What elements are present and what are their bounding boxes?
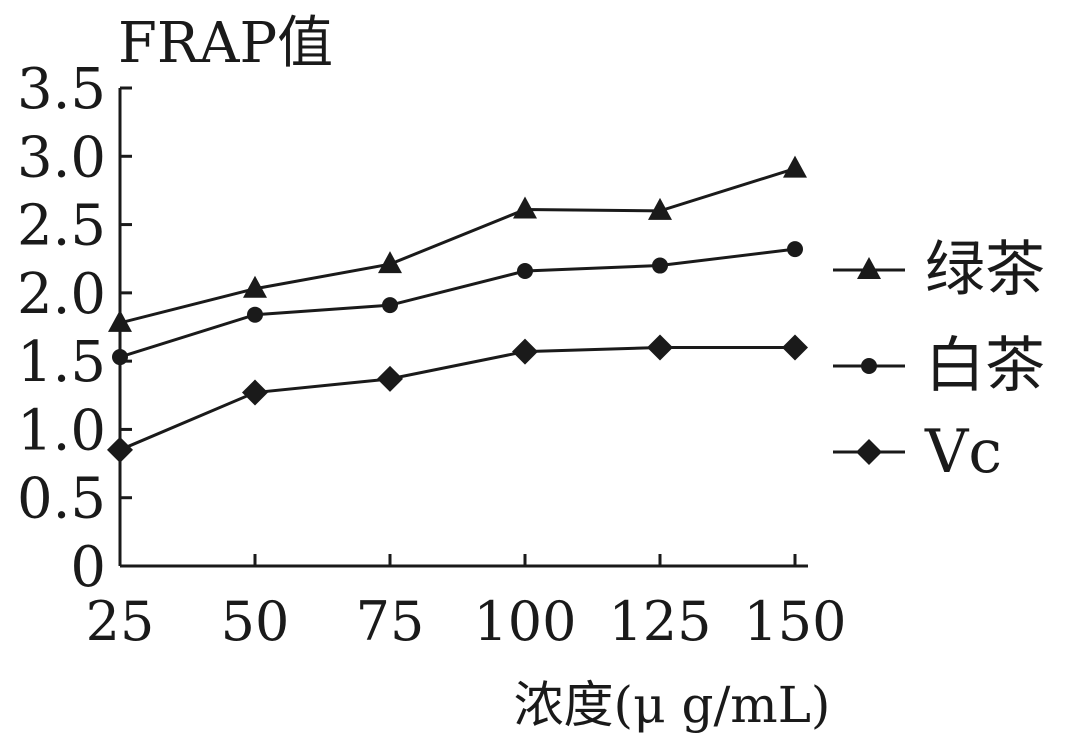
y-tick-label: 3.5 bbox=[17, 57, 106, 122]
series-3-point bbox=[242, 379, 268, 406]
series-1-point bbox=[783, 155, 807, 178]
x-tick-label: 25 bbox=[86, 590, 155, 653]
legend-marker bbox=[861, 358, 877, 374]
series-2-point bbox=[382, 297, 398, 314]
series-3-point bbox=[647, 334, 673, 361]
y-tick-label: 1.5 bbox=[17, 330, 106, 395]
x-tick-label: 100 bbox=[473, 590, 576, 653]
x-tick-label: 50 bbox=[221, 590, 290, 653]
series-2-point bbox=[652, 257, 668, 274]
y-tick-label: 1.0 bbox=[17, 398, 106, 463]
x-tick-label: 125 bbox=[608, 590, 711, 653]
series-1-point bbox=[378, 251, 402, 274]
y-axis-title: FRAP值 bbox=[118, 11, 333, 76]
x-tick-label: 150 bbox=[743, 590, 846, 653]
series-1-point bbox=[513, 196, 537, 219]
y-tick-label: 2.0 bbox=[17, 262, 106, 327]
series-2-point bbox=[517, 263, 533, 280]
series-3-point bbox=[377, 365, 403, 392]
y-tick-label: 0.5 bbox=[17, 467, 106, 532]
legend-label: 绿茶 bbox=[925, 235, 1045, 305]
legend-label: 白茶 bbox=[925, 331, 1045, 401]
plot-area bbox=[107, 155, 808, 463]
legend-label: Vc bbox=[924, 417, 1002, 487]
series-line-2 bbox=[119, 247, 796, 359]
series-2-point bbox=[112, 349, 128, 366]
series-3-point bbox=[107, 436, 133, 463]
y-tick-label: 2.5 bbox=[17, 194, 106, 259]
series-line-1 bbox=[119, 167, 796, 325]
series-1-point bbox=[108, 309, 132, 332]
series-2-point bbox=[247, 306, 263, 323]
x-axis-title: 浓度(μ g/mL) bbox=[514, 676, 831, 734]
x-tick-label: 75 bbox=[356, 590, 425, 653]
series-3-point bbox=[512, 338, 538, 365]
y-axis-ticks: 00.51.01.52.02.53.03.5 bbox=[17, 57, 132, 600]
y-tick-label: 3.0 bbox=[17, 125, 106, 190]
series-3-point bbox=[782, 334, 808, 361]
legend-marker bbox=[856, 439, 882, 465]
legend-marker bbox=[857, 257, 881, 279]
x-axis-ticks: 25 50 75 100 125 150 bbox=[86, 554, 847, 653]
series-1-point bbox=[243, 275, 267, 298]
series-line-3 bbox=[119, 345, 795, 452]
y-tick-label: 0 bbox=[70, 535, 106, 600]
series-1-point bbox=[648, 197, 672, 220]
series-2-point bbox=[787, 241, 803, 258]
